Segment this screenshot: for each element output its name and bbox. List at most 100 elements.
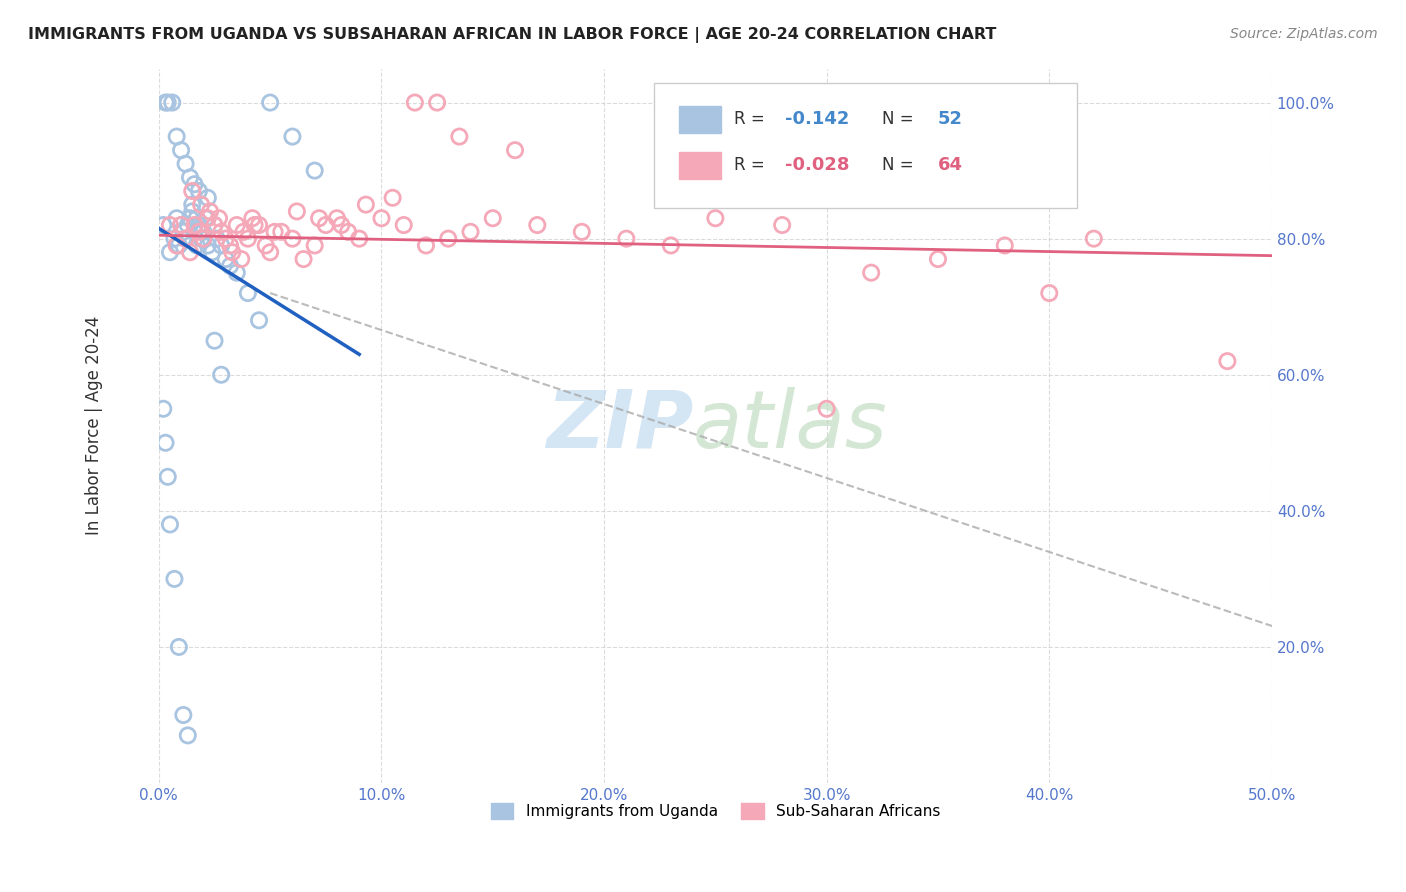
- Text: Source: ZipAtlas.com: Source: ZipAtlas.com: [1230, 27, 1378, 41]
- Point: [152, 401, 174, 416]
- Point: [281, 232, 304, 246]
- Text: atlas: atlas: [693, 387, 887, 465]
- Point: [170, 218, 193, 232]
- Point: [156, 95, 179, 110]
- Text: R =: R =: [734, 111, 770, 128]
- Text: IMMIGRANTS FROM UGANDA VS SUBSAHARAN AFRICAN IN LABOR FORCE | AGE 20-24 CORRELAT: IMMIGRANTS FROM UGANDA VS SUBSAHARAN AFR…: [28, 27, 997, 43]
- Point: [219, 259, 242, 273]
- Point: [197, 238, 219, 252]
- Point: [167, 238, 190, 252]
- Point: [187, 225, 209, 239]
- Text: ZIP: ZIP: [546, 387, 693, 465]
- Point: [159, 517, 181, 532]
- Point: [183, 178, 205, 192]
- Point: [186, 238, 208, 252]
- Point: [186, 211, 208, 226]
- Point: [308, 211, 330, 226]
- Point: [326, 211, 349, 226]
- Point: [1216, 354, 1239, 368]
- Point: [292, 252, 315, 266]
- Text: 52: 52: [938, 111, 963, 128]
- Point: [174, 157, 197, 171]
- Point: [179, 170, 201, 185]
- Point: [392, 218, 415, 232]
- Point: [236, 286, 259, 301]
- Point: [247, 313, 270, 327]
- Text: -0.028: -0.028: [786, 156, 851, 174]
- Y-axis label: In Labor Force | Age 20-24: In Labor Force | Age 20-24: [86, 316, 103, 535]
- Point: [860, 266, 883, 280]
- Point: [240, 211, 263, 226]
- Point: [304, 163, 326, 178]
- Point: [404, 95, 426, 110]
- Point: [214, 232, 236, 246]
- Point: [187, 184, 209, 198]
- Point: [163, 572, 186, 586]
- Point: [614, 232, 637, 246]
- Point: [225, 266, 247, 280]
- Point: [208, 211, 231, 226]
- Point: [449, 129, 471, 144]
- Point: [236, 232, 259, 246]
- Point: [198, 204, 221, 219]
- Point: [197, 191, 219, 205]
- Point: [166, 129, 188, 144]
- Point: [152, 218, 174, 232]
- Point: [166, 238, 188, 252]
- Point: [285, 204, 308, 219]
- Point: [209, 225, 232, 239]
- Point: [247, 218, 270, 232]
- Point: [197, 211, 219, 226]
- Point: [190, 232, 212, 246]
- Point: [315, 218, 337, 232]
- Point: [193, 232, 215, 246]
- Point: [155, 435, 177, 450]
- Point: [174, 232, 197, 246]
- Point: [167, 640, 190, 654]
- Point: [503, 143, 526, 157]
- Point: [155, 95, 177, 110]
- Point: [179, 245, 201, 260]
- Point: [181, 184, 204, 198]
- Point: [1083, 232, 1105, 246]
- Point: [172, 225, 194, 239]
- Point: [166, 211, 188, 226]
- Text: N =: N =: [883, 156, 920, 174]
- Point: [232, 225, 254, 239]
- Point: [815, 401, 838, 416]
- Point: [174, 232, 197, 246]
- Point: [571, 225, 593, 239]
- Point: [526, 218, 548, 232]
- Text: 64: 64: [938, 156, 963, 174]
- Point: [156, 470, 179, 484]
- Point: [172, 708, 194, 723]
- Point: [437, 232, 460, 246]
- Point: [181, 197, 204, 211]
- Point: [370, 211, 392, 226]
- Point: [163, 232, 186, 246]
- Point: [927, 252, 949, 266]
- Point: [231, 252, 253, 266]
- Point: [205, 232, 228, 246]
- Point: [170, 143, 193, 157]
- Bar: [679, 105, 721, 133]
- Point: [426, 95, 449, 110]
- Point: [179, 211, 201, 226]
- Text: N =: N =: [883, 111, 920, 128]
- Point: [1038, 286, 1060, 301]
- Point: [194, 211, 217, 226]
- Point: [225, 218, 247, 232]
- Bar: [679, 153, 721, 179]
- Point: [354, 197, 377, 211]
- FancyBboxPatch shape: [654, 83, 1077, 208]
- Point: [183, 225, 205, 239]
- Point: [415, 238, 437, 252]
- Legend: Immigrants from Uganda, Sub-Saharan Africans: Immigrants from Uganda, Sub-Saharan Afri…: [485, 797, 946, 825]
- Point: [201, 245, 224, 260]
- Point: [159, 245, 181, 260]
- Point: [214, 252, 236, 266]
- Point: [177, 218, 200, 232]
- Point: [281, 129, 304, 144]
- Point: [209, 238, 232, 252]
- Point: [193, 225, 215, 239]
